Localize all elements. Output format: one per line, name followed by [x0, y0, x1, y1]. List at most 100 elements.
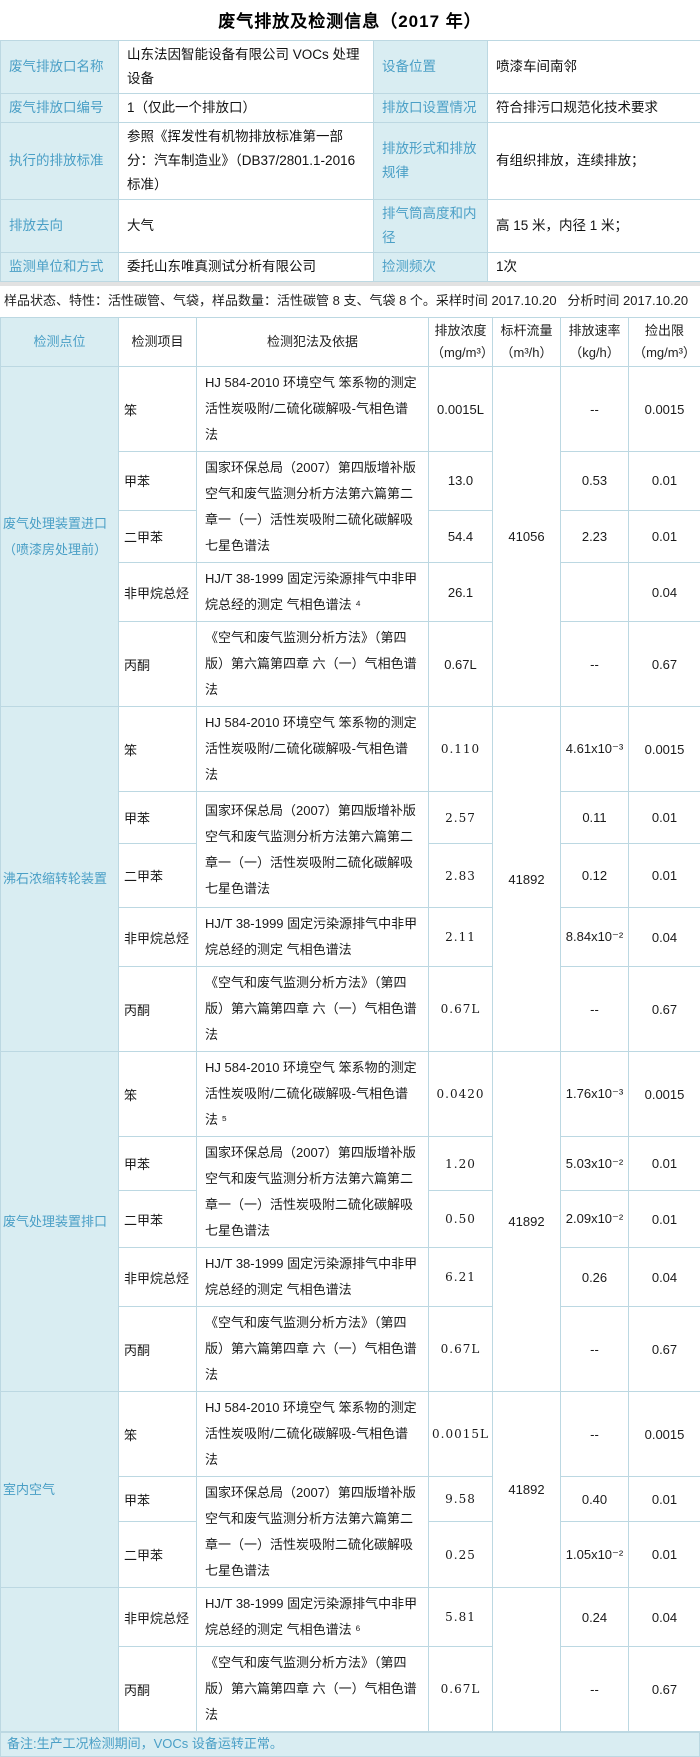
info-value-cell: 符合排污口规范化技术要求: [488, 94, 700, 123]
concentration-cell: 9.58: [429, 1477, 493, 1522]
concentration-cell: 0.0015L: [429, 367, 493, 452]
method-cell: HJ/T 38-1999 固定污染源排气中非甲烷总经的测定 气相色谱法 ⁶: [197, 1588, 429, 1647]
table-row: 废气排放口名称 山东法因智能设备有限公司 VOCs 处理设备 设备位置 喷漆车间…: [1, 41, 700, 94]
item-cell: 甲苯: [119, 1137, 197, 1191]
concentration-cell: 5.81: [429, 1588, 493, 1647]
info-value-cell: 有组织排放，连续排放；: [488, 123, 700, 200]
limit-cell: 0.04: [629, 1588, 700, 1647]
limit-cell: 0.01: [629, 1522, 700, 1588]
item-cell: 二甲苯: [119, 1522, 197, 1588]
item-cell: 丙酮: [119, 1647, 197, 1732]
rate-cell: --: [561, 1647, 629, 1732]
info-value-cell: 参照《挥发性有机物排放标准第一部分：汽车制造业》（DB37/2801.1-201…: [119, 123, 374, 200]
table-row: 非甲烷总烃 HJ/T 38-1999 固定污染源排气中非甲烷总经的测定 气相色谱…: [1, 1588, 700, 1647]
info-label-cell: 废气排放口名称: [1, 41, 119, 94]
rate-cell: 5.03x10⁻²: [561, 1137, 629, 1191]
column-header-location: 检测点位: [1, 318, 119, 367]
limit-cell: 0.01: [629, 792, 700, 844]
method-cell: 《空气和废气监测分析方法》（第四版）第六篇第四章 六（一）气相色谱法: [197, 1647, 429, 1732]
flow-cell: [493, 1588, 561, 1732]
rate-cell: 1.05x10⁻²: [561, 1522, 629, 1588]
table-row: 监测单位和方式 委托山东唯真测试分析有限公司 捡测频次 1次: [1, 253, 700, 282]
item-cell: 笨: [119, 1052, 197, 1137]
rate-cell: 1.76x10⁻³: [561, 1052, 629, 1137]
rate-cell: 0.26: [561, 1248, 629, 1307]
item-cell: 非甲烷总烃: [119, 1588, 197, 1647]
location-cell: 沸石浓缩转轮装置: [1, 707, 119, 1052]
concentration-cell: 0.67L: [429, 1307, 493, 1392]
method-cell: HJ/T 38-1999 固定污染源排气中非甲烷总经的测定 气相色谱法: [197, 908, 429, 967]
limit-cell: 0.01: [629, 1477, 700, 1522]
limit-cell: 0.01: [629, 452, 700, 511]
location-cell: 废气处理装置进口（喷漆房处理前）: [1, 367, 119, 707]
concentration-cell: 2.57: [429, 792, 493, 844]
header-row: 检测点位 检测项目 检测犯法及依据 排放浓度 （mg/m³） 标杆流量 （m³/…: [1, 318, 700, 367]
concentration-cell: 13.0: [429, 452, 493, 511]
method-cell: HJ/T 38-1999 固定污染源排气中非甲烷总经的测定 气相色谱法: [197, 1248, 429, 1307]
limit-cell: 0.04: [629, 1248, 700, 1307]
rate-cell: 0.53: [561, 452, 629, 511]
remark-line: 备注:生产工况检测期间，VOCs 设备运转正常。: [0, 1732, 700, 1757]
item-cell: 甲苯: [119, 1477, 197, 1522]
method-cell: 《空气和废气监测分析方法》（第四版）第六篇第四章 六（一）气相色谱法: [197, 967, 429, 1052]
rate-cell: --: [561, 622, 629, 707]
column-header-flow: 标杆流量 （m³/h）: [493, 318, 561, 367]
method-cell: HJ 584-2010 环境空气 笨系物的测定 活性炭吸附/二硫化碳解吸-气相色…: [197, 707, 429, 792]
limit-cell: 0.01: [629, 1191, 700, 1248]
table-row: 废气排放口编号 1（仅此一个排放口） 排放口设置情况 符合排污口规范化技术要求: [1, 94, 700, 123]
rate-cell: 0.11: [561, 792, 629, 844]
item-cell: 丙酮: [119, 967, 197, 1052]
item-cell: 甲苯: [119, 792, 197, 844]
flow-cell: 41892: [493, 1052, 561, 1392]
concentration-cell: 0.110: [429, 707, 493, 792]
info-value-cell: 大气: [119, 200, 374, 253]
limit-cell: 0.67: [629, 1647, 700, 1732]
rate-cell: 0.12: [561, 844, 629, 908]
concentration-cell: 2.83: [429, 844, 493, 908]
rate-cell: --: [561, 1307, 629, 1392]
limit-cell: 0.01: [629, 844, 700, 908]
rate-cell: 4.61x10⁻³: [561, 707, 629, 792]
column-header-rate: 排放速率 （kg/h）: [561, 318, 629, 367]
info-label-cell: 排放形式和排放规律: [374, 123, 488, 200]
rate-cell: 0.40: [561, 1477, 629, 1522]
column-header-concentration: 排放浓度 （mg/m³）: [429, 318, 493, 367]
concentration-cell: 54.4: [429, 510, 493, 562]
rate-cell: 8.84x10⁻²: [561, 908, 629, 967]
concentration-cell: 6.21: [429, 1248, 493, 1307]
location-cell: [1, 1588, 119, 1732]
item-cell: 非甲烷总烃: [119, 563, 197, 622]
method-cell: 《空气和废气监测分析方法》（第四版）第六篇第四章 六（一）气相色谱法: [197, 622, 429, 707]
concentration-cell: 0.0420: [429, 1052, 493, 1137]
item-cell: 笨: [119, 367, 197, 452]
info-value-cell: 1（仅此一个排放口）: [119, 94, 374, 123]
flow-cell: 41892: [493, 707, 561, 1052]
flow-cell: 41892: [493, 1392, 561, 1588]
method-cell: 国家环保总局（2007）第四版增补版空气和废气监测分析方法第六篇第二章一（一）活…: [197, 792, 429, 908]
method-cell: HJ/T 38-1999 固定污染源排气中非甲烷总经的测定 气相色谱法 ⁴: [197, 563, 429, 622]
info-value-cell: 高 15 米，内径 1 米；: [488, 200, 700, 253]
concentration-cell: 0.67L: [429, 967, 493, 1052]
method-cell: HJ 584-2010 环境空气 笨系物的测定 活性炭吸附/二硫化碳解吸-气相色…: [197, 1052, 429, 1137]
concentration-cell: 1.20: [429, 1137, 493, 1191]
rate-cell: 2.23: [561, 510, 629, 562]
item-cell: 二甲苯: [119, 844, 197, 908]
info-label-cell: 执行的排放标准: [1, 123, 119, 200]
item-cell: 笨: [119, 707, 197, 792]
location-cell: 室内空气: [1, 1392, 119, 1588]
table-row: 排放去向 大气 排气筒高度和内径 高 15 米，内径 1 米；: [1, 200, 700, 253]
item-cell: 丙酮: [119, 622, 197, 707]
sample-info-line: 样品状态、特性：活性碳管、气袋，样品数量：活性碳管 8 支、气袋 8 个。采样时…: [0, 282, 700, 317]
item-cell: 笨: [119, 1392, 197, 1477]
limit-cell: 0.0015: [629, 1052, 700, 1137]
concentration-cell: 2.11: [429, 908, 493, 967]
limit-cell: 0.0015: [629, 707, 700, 792]
table-row: 废气处理装置进口（喷漆房处理前） 笨 HJ 584-2010 环境空气 笨系物的…: [1, 367, 700, 452]
concentration-cell: 0.67L: [429, 622, 493, 707]
info-label-cell: 设备位置: [374, 41, 488, 94]
rate-cell: --: [561, 367, 629, 452]
detection-table: 检测点位 检测项目 检测犯法及依据 排放浓度 （mg/m³） 标杆流量 （m³/…: [0, 317, 700, 1732]
table-row: 执行的排放标准 参照《挥发性有机物排放标准第一部分：汽车制造业》（DB37/28…: [1, 123, 700, 200]
info-value-cell: 喷漆车间南邻: [488, 41, 700, 94]
